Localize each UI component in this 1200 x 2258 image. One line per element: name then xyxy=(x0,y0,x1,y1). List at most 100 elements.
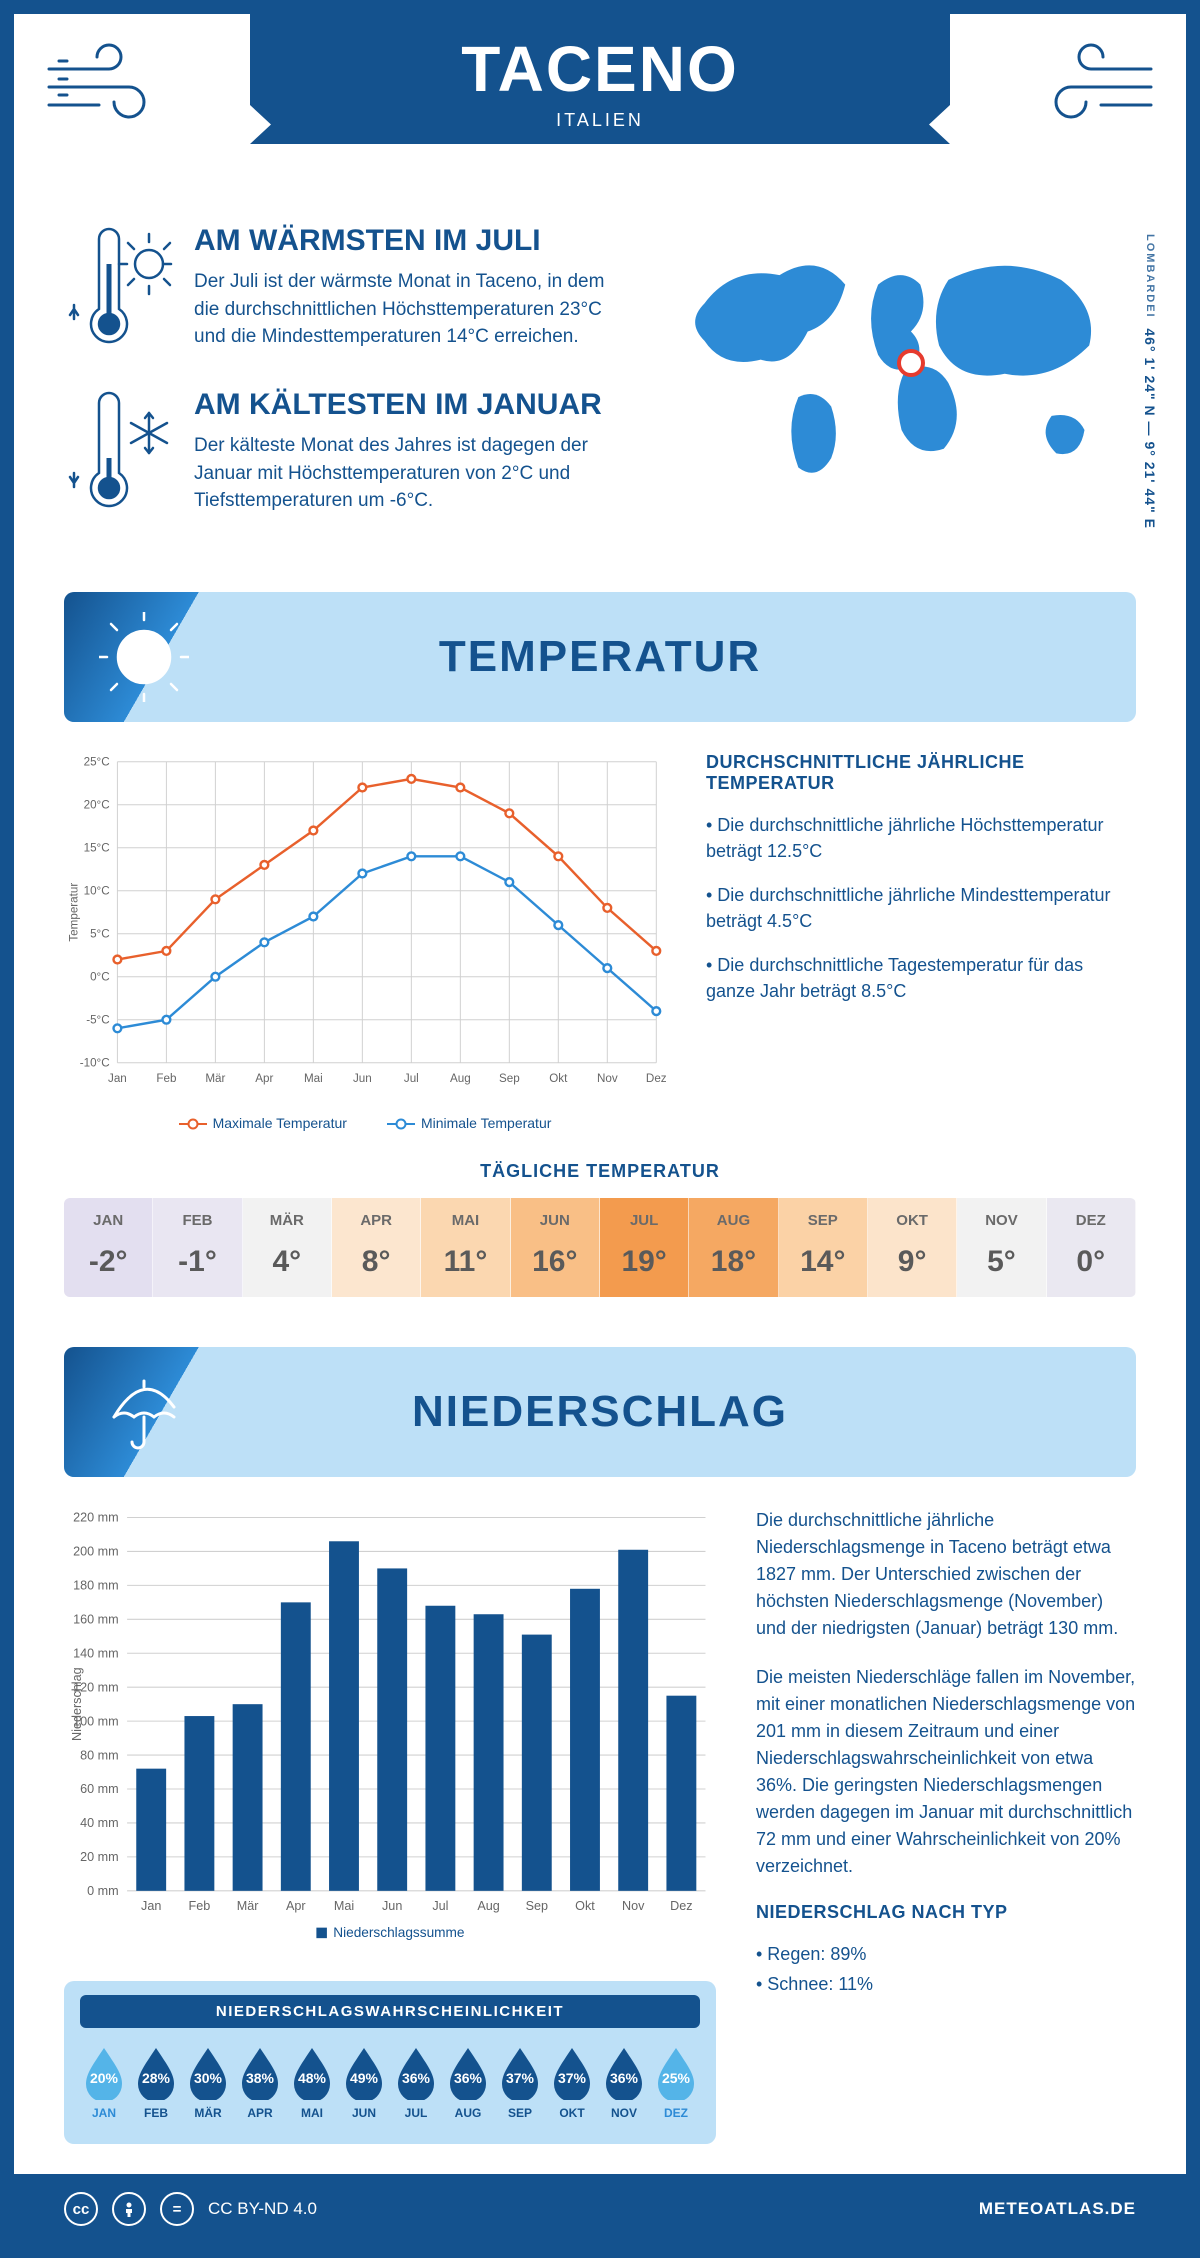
daily-temp-cell: AUG18° xyxy=(689,1198,778,1297)
daily-temp-cell: SEP14° xyxy=(779,1198,868,1297)
svg-text:Apr: Apr xyxy=(286,1898,306,1912)
title-banner: TACENO ITALIEN xyxy=(250,14,950,144)
svg-text:Mai: Mai xyxy=(334,1898,354,1912)
precip-banner: NIEDERSCHLAG xyxy=(64,1347,1136,1477)
svg-text:60 mm: 60 mm xyxy=(80,1782,119,1796)
svg-text:Jul: Jul xyxy=(404,1072,419,1085)
daily-temp-cell: DEZ0° xyxy=(1047,1198,1136,1297)
thermometer-cold-icon xyxy=(64,388,174,518)
svg-text:40 mm: 40 mm xyxy=(80,1816,119,1830)
svg-text:0°C: 0°C xyxy=(90,971,110,984)
warmest-heading: AM WÄRMSTEN IM JULI xyxy=(194,224,627,258)
wind-icon-left xyxy=(44,39,184,129)
svg-text:Okt: Okt xyxy=(575,1898,595,1912)
coldest-text: Der kälteste Monat des Jahres ist dagege… xyxy=(194,432,627,515)
cc-by-icon xyxy=(112,2192,146,2226)
svg-text:Dez: Dez xyxy=(646,1072,666,1085)
svg-text:5°C: 5°C xyxy=(90,928,110,941)
daily-temp-heading: TÄGLICHE TEMPERATUR xyxy=(14,1161,1186,1182)
svg-text:Jul: Jul xyxy=(432,1898,448,1912)
location-title: TACENO xyxy=(250,14,950,106)
world-map-block: LOMBARDEI 46° 1' 24" N — 9° 21' 44" E xyxy=(667,224,1136,552)
svg-text:Niederschlagssumme: Niederschlagssumme xyxy=(333,1925,464,1940)
svg-text:Mär: Mär xyxy=(205,1072,225,1085)
precip-prob-cell: 49% JUN xyxy=(340,2044,388,2120)
svg-text:Sep: Sep xyxy=(526,1898,548,1912)
location-country: ITALIEN xyxy=(250,110,950,131)
precip-title: NIEDERSCHLAG xyxy=(412,1387,788,1437)
temperature-banner: TEMPERATUR xyxy=(64,592,1136,722)
svg-text:15°C: 15°C xyxy=(84,842,110,855)
precip-probability-box: NIEDERSCHLAGSWAHRSCHEINLICHKEIT 20% JAN … xyxy=(64,1981,716,2144)
precip-text-block: Die durchschnittliche jährliche Niedersc… xyxy=(756,1507,1136,2145)
precip-prob-cell: 37% SEP xyxy=(496,2044,544,2120)
daily-temp-cell: JUL19° xyxy=(600,1198,689,1297)
svg-text:Feb: Feb xyxy=(189,1898,211,1912)
svg-text:Mär: Mär xyxy=(237,1898,259,1912)
coldest-block: AM KÄLTESTEN IM JANUAR Der kälteste Mona… xyxy=(64,388,627,518)
svg-text:25°C: 25°C xyxy=(84,756,110,769)
precip-prob-cell: 28% FEB xyxy=(132,2044,180,2120)
license-text: CC BY-ND 4.0 xyxy=(208,2199,317,2219)
svg-text:-10°C: -10°C xyxy=(80,1057,110,1070)
cc-icon: cc xyxy=(64,2192,98,2226)
daily-temp-cell: MÄR4° xyxy=(243,1198,332,1297)
svg-text:0 mm: 0 mm xyxy=(87,1884,119,1898)
precip-prob-cell: 36% AUG xyxy=(444,2044,492,2120)
precip-prob-cell: 30% MÄR xyxy=(184,2044,232,2120)
daily-temp-cell: OKT9° xyxy=(868,1198,957,1297)
svg-text:Temperatur: Temperatur xyxy=(68,883,81,942)
daily-temp-cell: FEB-1° xyxy=(153,1198,242,1297)
svg-text:160 mm: 160 mm xyxy=(73,1612,119,1626)
precip-prob-cell: 37% OKT xyxy=(548,2044,596,2120)
cc-nd-icon: = xyxy=(160,2192,194,2226)
daily-temp-cell: JUN16° xyxy=(511,1198,600,1297)
temperature-title: TEMPERATUR xyxy=(439,632,761,682)
svg-text:180 mm: 180 mm xyxy=(73,1578,119,1592)
intro-section: AM WÄRMSTEN IM JULI Der Juli ist der wär… xyxy=(14,194,1186,592)
precip-prob-cell: 36% JUL xyxy=(392,2044,440,2120)
svg-text:Aug: Aug xyxy=(450,1072,471,1085)
svg-text:Nov: Nov xyxy=(597,1072,618,1085)
svg-text:Mai: Mai xyxy=(304,1072,323,1085)
daily-temp-table: JAN-2°FEB-1°MÄR4°APR8°MAI11°JUN16°JUL19°… xyxy=(64,1198,1136,1297)
header: TACENO ITALIEN xyxy=(14,14,1186,194)
brand-text: METEOATLAS.DE xyxy=(979,2199,1136,2219)
svg-text:220 mm: 220 mm xyxy=(73,1510,119,1524)
thermometer-hot-icon xyxy=(64,224,174,354)
svg-text:20 mm: 20 mm xyxy=(80,1850,119,1864)
svg-text:10°C: 10°C xyxy=(84,885,110,898)
precip-bar-chart: 0 mm20 mm40 mm60 mm80 mm100 mm120 mm140 … xyxy=(64,1507,716,1949)
coldest-heading: AM KÄLTESTEN IM JANUAR xyxy=(194,388,627,422)
precip-prob-cell: 38% APR xyxy=(236,2044,284,2120)
precip-prob-cell: 36% NOV xyxy=(600,2044,648,2120)
svg-text:Okt: Okt xyxy=(549,1072,568,1085)
daily-temp-cell: MAI11° xyxy=(421,1198,510,1297)
svg-text:Niederschlag: Niederschlag xyxy=(70,1667,84,1741)
svg-text:Jun: Jun xyxy=(382,1898,402,1912)
precip-prob-cell: 48% MAI xyxy=(288,2044,336,2120)
sun-icon xyxy=(99,612,189,702)
svg-text:20°C: 20°C xyxy=(84,799,110,812)
precip-prob-cell: 25% DEZ xyxy=(652,2044,700,2120)
coordinates-label: LOMBARDEI 46° 1' 24" N — 9° 21' 44" E xyxy=(1142,234,1158,529)
svg-text:Dez: Dez xyxy=(670,1898,692,1912)
wind-icon-right xyxy=(1016,39,1156,129)
warmest-text: Der Juli ist der wärmste Monat in Taceno… xyxy=(194,268,627,351)
svg-text:Nov: Nov xyxy=(622,1898,645,1912)
daily-temp-cell: JAN-2° xyxy=(64,1198,153,1297)
svg-text:200 mm: 200 mm xyxy=(73,1544,119,1558)
page-frame: TACENO ITALIEN AM WÄRMSTEN IM JULI Der J… xyxy=(0,0,1200,2258)
svg-text:-5°C: -5°C xyxy=(86,1014,109,1027)
map-marker-icon xyxy=(897,349,925,377)
warmest-block: AM WÄRMSTEN IM JULI Der Juli ist der wär… xyxy=(64,224,627,354)
svg-text:Feb: Feb xyxy=(156,1072,176,1085)
precip-prob-cell: 20% JAN xyxy=(80,2044,128,2120)
temperature-facts: DURCHSCHNITTLICHE JÄHRLICHE TEMPERATUR •… xyxy=(706,752,1136,1131)
umbrella-icon xyxy=(99,1367,189,1457)
temperature-chart: -10°C-5°C0°C5°C10°C15°C20°C25°CJanFebMär… xyxy=(64,752,666,1131)
temperature-legend: Maximale Temperatur Minimale Temperatur xyxy=(64,1115,666,1131)
daily-temp-cell: NOV5° xyxy=(957,1198,1046,1297)
svg-text:Aug: Aug xyxy=(477,1898,499,1912)
svg-text:Sep: Sep xyxy=(499,1072,520,1085)
